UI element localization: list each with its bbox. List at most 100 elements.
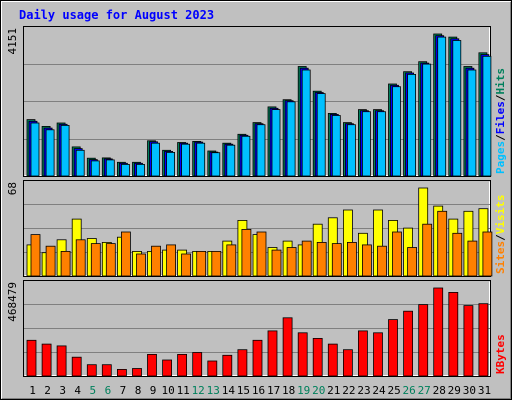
x-tick-label-19: 19 [297,384,310,397]
bar-kbytes-28 [433,287,444,377]
legend-item-visits: Visits [494,195,507,235]
bar-pages-23 [361,111,371,177]
x-tick-label-13: 13 [207,384,220,397]
x-tick-label-20: 20 [312,384,325,397]
legend-hits: Pages/Files/Hits [494,68,507,174]
bar-pages-2 [45,129,55,177]
bar-pages-3 [60,125,70,177]
bar-kbytes-7 [117,368,127,377]
bar-pages-29 [452,40,462,177]
bar-kbytes-14 [222,354,233,377]
bar-pages-20 [316,93,326,177]
bar-sites-26 [407,247,418,277]
x-tick-label-14: 14 [222,384,236,397]
x-tick-label-15: 15 [237,384,250,397]
bar-pages-7 [121,163,130,177]
panel-hits: 4151 Pages/Files/Hits [6,26,507,177]
bar-kbytes-17 [267,330,278,377]
bar-kbytes-6 [101,364,112,377]
bar-kbytes-21 [327,343,338,377]
x-tick-label-6: 6 [105,384,112,397]
bar-kbytes-31 [478,303,489,377]
bar-pages-5 [90,160,100,177]
bar-pages-4 [75,149,85,177]
x-tick-label-11: 11 [177,384,190,397]
x-tick-label-7: 7 [120,384,127,397]
bar-sites-9 [151,245,161,277]
bars-kbytes [26,287,489,377]
bar-sites-20 [316,241,327,277]
bar-kbytes-8 [132,368,142,377]
bar-pages-26 [407,74,417,177]
bar-kbytes-9 [147,353,157,377]
legend-separator: / [494,234,507,241]
bar-pages-21 [331,115,341,177]
bar-kbytes-23 [357,330,368,377]
bar-sites-13 [211,250,222,277]
legend-kbytes: KBytes [494,334,507,374]
bar-pages-17 [271,109,281,177]
bar-sites-6 [105,243,116,277]
x-tick-label-10: 10 [161,384,174,397]
bar-sites-14 [226,244,237,277]
legend-separator: / [494,94,507,101]
bar-sites-22 [346,241,357,277]
bar-kbytes-20 [312,337,323,377]
bar-sites-21 [331,243,342,277]
bar-kbytes-2 [41,343,52,377]
bar-sites-17 [271,249,282,277]
y-max-label-kbytes: 468479 [6,282,19,322]
legend-item-kbytes: KBytes [494,334,507,374]
bar-sites-29 [452,232,463,277]
x-tick-label-17: 17 [267,384,280,397]
bar-pages-22 [346,124,356,177]
chart-title: Daily usage for August 2023 [19,8,214,22]
bar-sites-25 [392,231,402,277]
bar-kbytes-12 [192,352,203,377]
chart-panels: 4151Pages/Files/Hits68Sites/Visits468479… [6,26,507,377]
bar-kbytes-19 [297,332,308,377]
bar-kbytes-11 [177,353,188,377]
bar-sites-3 [60,250,71,277]
bars-hits [26,33,492,177]
bar-sites-4 [75,239,86,277]
bar-pages-25 [392,86,401,177]
x-tick-label-3: 3 [59,384,66,397]
panel-visits: 68 Sites/Visits [6,180,507,277]
x-tick-label-1: 1 [29,384,36,397]
bar-kbytes-25 [388,319,398,377]
panel-kbytes: 468479 KBytes [6,280,507,377]
bar-sites-18 [286,247,297,277]
bar-pages-31 [482,55,492,177]
bar-sites-12 [196,250,207,277]
legend-separator: / [494,134,507,141]
bar-kbytes-4 [71,356,82,377]
bar-kbytes-1 [26,339,37,377]
bar-pages-10 [166,151,176,177]
bar-sites-24 [377,245,387,277]
bar-sites-7 [121,231,131,277]
bar-pages-16 [256,124,266,177]
bar-kbytes-29 [448,291,459,377]
bar-pages-14 [226,144,236,177]
legend-item-sites: Sites [494,241,507,274]
x-tick-label-18: 18 [282,384,295,397]
bar-kbytes-27 [418,304,429,377]
bar-pages-11 [181,143,191,177]
bar-kbytes-3 [56,345,67,377]
bar-pages-27 [422,63,432,177]
bar-pages-15 [241,135,251,177]
bar-sites-10 [166,244,177,277]
bar-kbytes-5 [86,364,97,377]
bars-visits [26,187,493,277]
x-tick-label-4: 4 [74,384,81,397]
bar-sites-1 [30,234,41,277]
y-max-label-hits: 4151 [6,28,19,55]
bar-sites-5 [90,243,101,277]
bar-sites-27 [422,223,433,277]
bar-kbytes-13 [207,360,218,377]
bar-pages-9 [151,142,160,177]
bar-sites-31 [482,231,493,277]
x-tick-label-26: 26 [402,384,415,397]
